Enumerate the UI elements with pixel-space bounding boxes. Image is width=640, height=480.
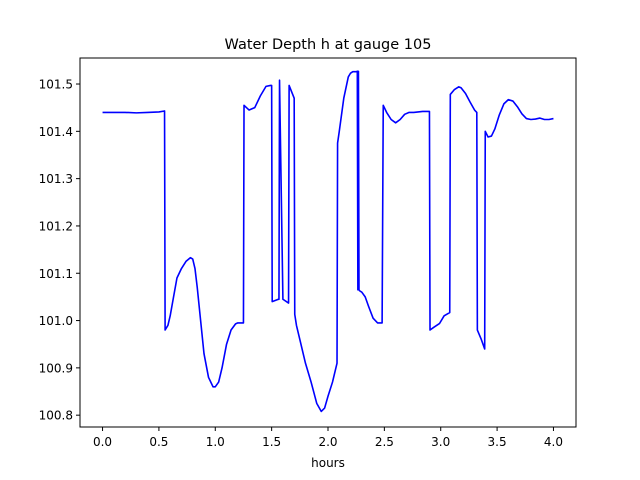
y-tick-label: 100.8 xyxy=(39,409,73,423)
series-line-1 xyxy=(102,70,554,413)
x-tick-label: 1.5 xyxy=(262,435,281,449)
y-tick-label: 101.3 xyxy=(39,172,73,186)
x-axis-label: hours xyxy=(311,456,345,470)
y-tick-label: 101.2 xyxy=(39,219,73,233)
plot-area xyxy=(102,70,554,413)
y-tick-label: 101.0 xyxy=(39,314,73,328)
y-tick-label: 100.9 xyxy=(39,361,73,375)
y-tick-label: 101.4 xyxy=(39,125,73,139)
x-tick-label: 1.0 xyxy=(206,435,225,449)
x-tick-label: 3.5 xyxy=(488,435,507,449)
y-tick-label: 101.1 xyxy=(39,267,73,281)
x-tick-label: 0.0 xyxy=(93,435,112,449)
tick-group: 0.0 0.5 1.0 1.5 2.0 2.5 3.0 3.5 4.0 100.8 100.9 101… xyxy=(39,78,563,449)
x-tick-label: 3.0 xyxy=(431,435,450,449)
chart-title: Water Depth h at gauge 105 xyxy=(225,37,432,53)
axes-frame xyxy=(79,57,577,428)
x-tick-label: 0.5 xyxy=(149,435,168,449)
x-tick-label: 2.0 xyxy=(318,435,337,449)
x-tick-label: 4.0 xyxy=(544,435,563,449)
x-tick-label: 2.5 xyxy=(375,435,394,449)
y-tick-label: 101.5 xyxy=(39,78,73,92)
